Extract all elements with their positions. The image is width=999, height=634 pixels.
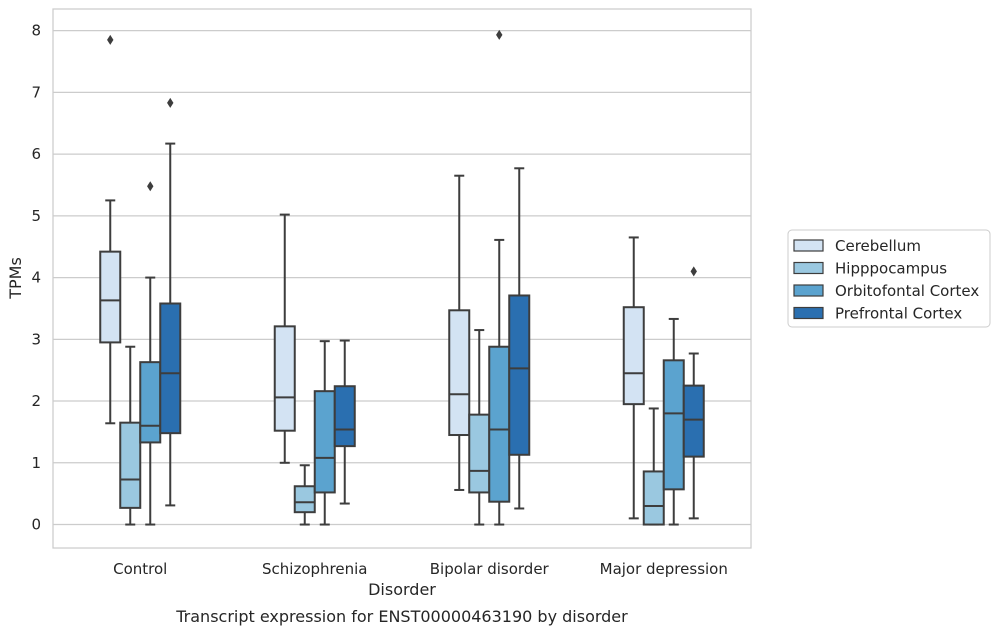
x-tick-label: Control: [113, 560, 167, 578]
box-hipppocampus: [119, 345, 142, 526]
legend-swatch: [793, 239, 824, 252]
y-tick-label: 2: [31, 392, 41, 410]
legend-label: Orbitofontal Cortex: [835, 282, 979, 300]
box-cerebellum: [622, 236, 645, 520]
box-iqr: [333, 385, 356, 448]
box-iqr: [508, 294, 531, 456]
y-tick-label: 5: [31, 207, 41, 225]
box-hipppocampus: [468, 329, 491, 526]
box-iqr: [99, 250, 122, 344]
y-tick-label: 1: [31, 454, 41, 472]
y-tick-label: 0: [31, 516, 41, 534]
box-prefrontal-cortex: [159, 97, 182, 507]
x-tick-label: Schizophrenia: [262, 560, 367, 578]
x-axis-label: Disorder: [368, 580, 436, 599]
box-prefrontal-cortex: [508, 167, 531, 510]
box-cerebellum: [99, 34, 122, 425]
box-iqr: [159, 302, 182, 435]
box-orbitofontal-cortex: [662, 317, 685, 526]
box-iqr: [313, 390, 336, 494]
legend-label: Cerebellum: [835, 237, 921, 255]
outlier-point: [147, 181, 154, 192]
box-orbitofontal-cortex: [313, 340, 336, 526]
box-iqr: [642, 470, 665, 526]
outlier-point: [167, 97, 174, 108]
legend: Cerebellum Hipppocampus Orbitofontal Corte…: [787, 229, 991, 328]
box-iqr: [488, 345, 511, 503]
outlier-point: [107, 34, 114, 45]
y-tick-label: 3: [31, 330, 41, 348]
box-iqr: [273, 325, 296, 432]
legend-swatch: [793, 306, 824, 320]
box-iqr: [468, 413, 491, 494]
x-tick-label: Major depression: [600, 560, 728, 578]
gridlines: [53, 29, 751, 526]
box-iqr: [139, 361, 162, 444]
box-iqr: [293, 485, 316, 514]
y-tick-label: 4: [31, 269, 41, 287]
box-orbitofontal-cortex: [139, 181, 162, 526]
y-axis-label: TPMs: [6, 257, 25, 300]
outlier-point: [690, 266, 697, 277]
legend-swatch: [793, 284, 824, 297]
box-hipppocampus: [642, 407, 665, 526]
outlier-point: [496, 29, 503, 40]
plot-area-frame: [52, 8, 752, 549]
box-prefrontal-cortex: [333, 339, 356, 505]
legend-label: Prefrontal Cortex: [835, 305, 962, 323]
box-cerebellum: [448, 174, 471, 491]
box-iqr: [119, 421, 142, 509]
box-iqr: [682, 384, 705, 458]
x-tick-label: Bipolar disorder: [430, 560, 550, 578]
box-iqr: [662, 359, 685, 491]
y-axis-ticks: 0 1 2 3 4 5 6 7 8: [31, 22, 41, 534]
y-tick-label: 7: [31, 83, 41, 101]
y-tick-label: 6: [31, 145, 41, 163]
legend-label: Hipppocampus: [835, 260, 947, 278]
chart-caption: Transcript expression for ENST0000046319…: [175, 607, 628, 626]
box-iqr: [622, 306, 645, 406]
y-tick-label: 8: [31, 22, 41, 40]
box-iqr: [448, 309, 471, 437]
box-series: [99, 29, 705, 526]
legend-swatch: [793, 261, 824, 275]
x-axis-ticks: Control Schizophrenia Bipolar disorder Majo…: [113, 560, 728, 578]
legend-frame: [787, 229, 991, 328]
box-cerebellum: [273, 213, 296, 464]
box-prefrontal-cortex: [682, 266, 705, 520]
box-hipppocampus: [293, 464, 316, 526]
